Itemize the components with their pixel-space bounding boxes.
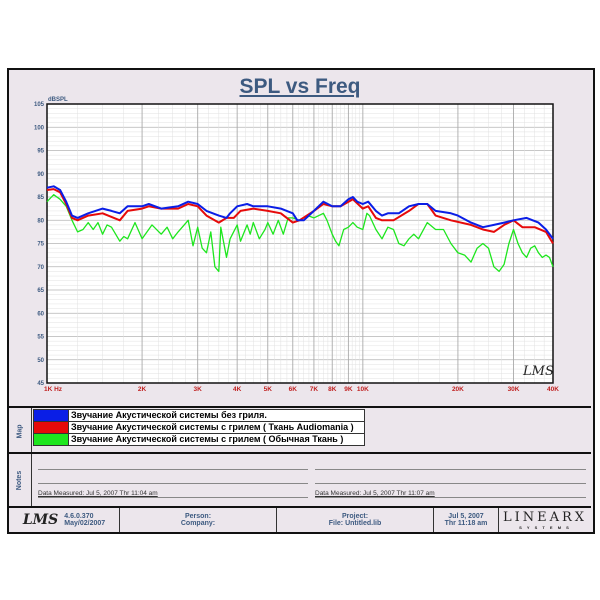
x-tick-label: 5K [264, 386, 273, 393]
right-measured-date: Data Measured: Jul 5, 2007 Thr 11:07 am [315, 490, 435, 497]
x-tick-label: 3K [194, 386, 203, 393]
y-tick-label: 50 [37, 358, 44, 364]
note-line [315, 469, 586, 470]
legend-swatch [34, 434, 69, 445]
x-tick-label: 7K [310, 386, 319, 393]
file: File: Untitled.lib [328, 520, 382, 527]
x-tick-label: 2K [138, 386, 147, 393]
legend-label: Звучание Акустической системы без гриля. [71, 410, 267, 420]
x-tick-label: 10K [357, 386, 369, 393]
brand: LINEARX [502, 510, 588, 525]
version: 4.6.0.370 [64, 513, 94, 520]
brand-sub: S Y S T E M S [519, 525, 571, 530]
notes-label-text: Notes [16, 470, 24, 490]
footer-version-cell: LMS 4.6.0.370 May/02/2007 [9, 508, 120, 532]
x-tick-label: 9K [344, 386, 353, 393]
y-tick-label: 45 [37, 381, 44, 387]
x-tick-label: 20K [452, 386, 464, 393]
y-tick-label: 105 [34, 102, 45, 108]
footer: LMS 4.6.0.370 May/02/2007 Person: Company:… [9, 506, 591, 532]
chart-title: SPL vs Freq [239, 75, 361, 98]
notes-section: Notes [9, 452, 591, 506]
version-date: May/02/2007 [64, 520, 106, 527]
y-tick-label: 100 [34, 125, 45, 131]
footer-person-cell: Person: Company: [120, 508, 277, 532]
date: Jul 5, 2007 [448, 513, 484, 520]
note-line [38, 497, 308, 498]
legend-item: Звучание Акустической системы с грилем (… [34, 434, 364, 445]
legend-item: Звучание Акустической системы с грилем (… [34, 422, 364, 434]
y-tick-label: 65 [37, 288, 44, 294]
y-tick-label: 80 [37, 218, 44, 224]
series-line-0 [46, 185, 554, 240]
legend-label: Звучание Акустической системы с грилем (… [71, 434, 344, 444]
legend-swatch [34, 422, 69, 433]
linearx-logo: LINEARX S Y S T E M S [499, 508, 591, 532]
y-tick-label: 90 [37, 172, 44, 178]
footer-date-cell: Jul 5, 2007 Thr 11:18 am [434, 508, 499, 532]
y-tick-label: 55 [37, 335, 44, 341]
legend-swatch [34, 410, 69, 421]
y-tick-label: 75 [37, 242, 44, 248]
note-line [38, 469, 308, 470]
company: Company: [180, 520, 216, 527]
spl-chart: 45 50 55 60 65 70 75 80 85 90 95 100 105 1K Hz 2K 3K 4K 5… [34, 97, 559, 393]
x-tick-label: 30K [508, 386, 520, 393]
note-line [315, 497, 586, 498]
note-line [38, 483, 308, 484]
notes-label: Notes [9, 454, 32, 506]
left-measured-date: Data Measured: Jul 5, 2007 Thr 11:04 am [38, 490, 158, 497]
map-label-text: Map [16, 424, 24, 438]
legend: Звучание Акустической системы без гриля.… [33, 409, 365, 446]
time: Thr 11:18 am [444, 520, 488, 527]
map-label: Map [9, 408, 32, 454]
legend-label: Звучание Акустической системы с грилем (… [71, 422, 354, 432]
x-tick-label: 8K [328, 386, 337, 393]
lms-watermark: LMS [522, 364, 554, 379]
y-tick-label: 60 [37, 311, 44, 317]
x-tick-label: 1K Hz [44, 386, 63, 393]
x-tick-label: 6K [289, 386, 298, 393]
note-line [315, 483, 586, 484]
lms-logo: LMS [22, 512, 59, 528]
footer-project-cell: Project: File: Untitled.lib [277, 508, 434, 532]
map-section: Map [9, 406, 591, 454]
y-tick-label: 70 [37, 265, 44, 271]
series-line-1 [46, 188, 554, 245]
y-axis-label: dBSPL [48, 97, 68, 103]
person: Person: [184, 513, 212, 520]
legend-item: Звучание Акустической системы без гриля. [34, 410, 364, 422]
project: Project: [341, 513, 369, 520]
x-tick-label: 4K [233, 386, 242, 393]
y-tick-label: 85 [37, 195, 44, 201]
x-tick-label: 40K [547, 386, 559, 393]
y-tick-label: 95 [37, 149, 44, 155]
